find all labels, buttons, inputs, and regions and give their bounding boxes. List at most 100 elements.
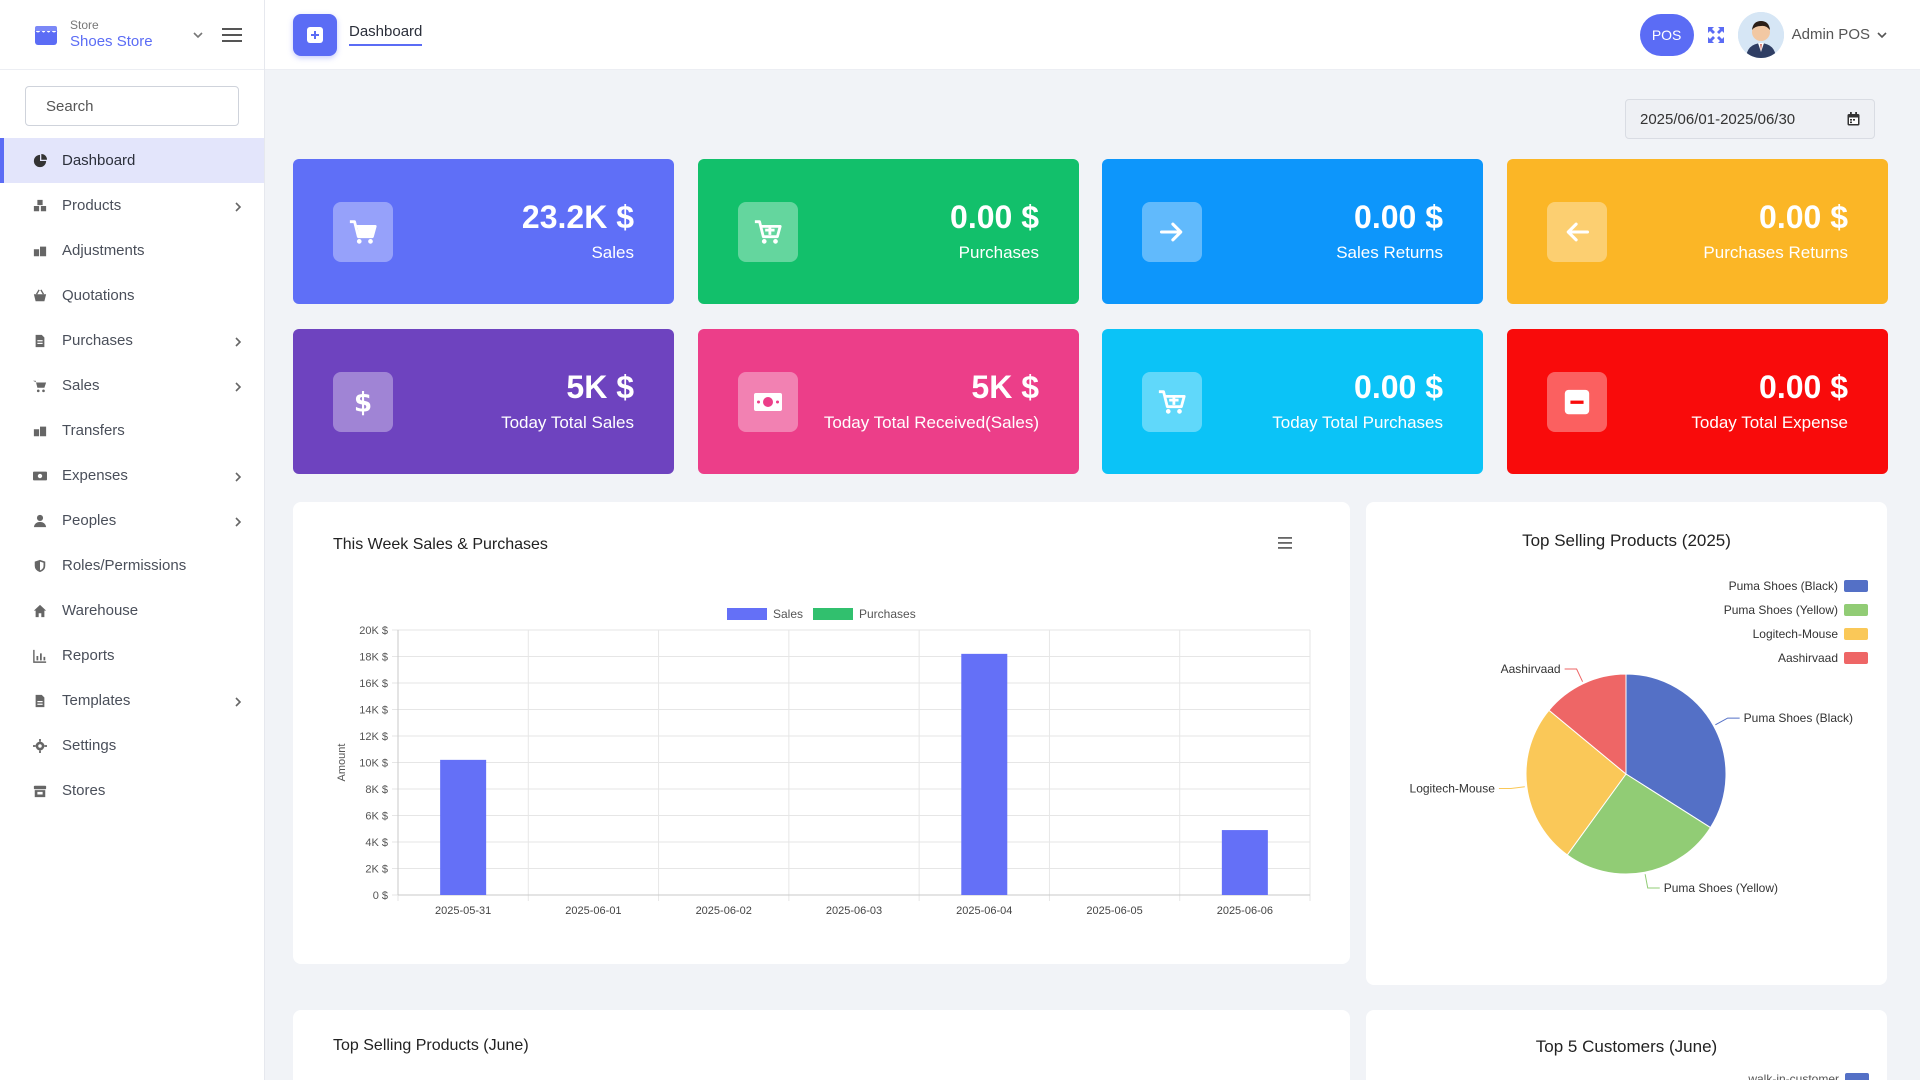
cart-icon xyxy=(32,378,48,394)
sidebar-item-adjustments[interactable]: Adjustments xyxy=(0,228,264,273)
store-icon xyxy=(32,783,48,799)
pie-legend-swatch xyxy=(1844,652,1868,664)
fullscreen-icon[interactable] xyxy=(1706,25,1726,45)
sidebar-item-label: Adjustments xyxy=(62,242,145,259)
stat-card-purchases[interactable]: 0.00 $ Purchases xyxy=(698,159,1079,304)
dashboard-button[interactable] xyxy=(293,13,337,56)
sidebar-item-products[interactable]: Products xyxy=(0,183,264,228)
chart-menu-icon[interactable] xyxy=(1278,536,1294,550)
pie-slice-label: Puma Shoes (Yellow) xyxy=(1664,881,1778,895)
stat-card-purchases-returns[interactable]: 0.00 $ Purchases Returns xyxy=(1507,159,1888,304)
sidebar-item-transfers[interactable]: Transfers xyxy=(0,408,264,453)
calendar-icon xyxy=(1847,112,1860,126)
customer-legend-item[interactable]: walk-in-customer xyxy=(1748,1072,1869,1080)
avatar[interactable] xyxy=(1737,11,1784,58)
pie-legend-swatch xyxy=(1844,628,1868,640)
pie-label-line xyxy=(1564,668,1584,682)
sidebar-item-label: Settings xyxy=(62,737,117,754)
x-tick-label: 2025-06-06 xyxy=(1217,905,1273,917)
stat-label: Purchases xyxy=(958,243,1039,263)
legend-swatch xyxy=(1845,1073,1869,1080)
week-chart-panel: This Week Sales & Purchases 0 $ 2K $ 4K $ 6… xyxy=(293,502,1350,964)
stat-card-today-total-received-sales[interactable]: 5K $ Today Total Received(Sales) xyxy=(698,329,1079,474)
chevron-down-icon[interactable] xyxy=(192,29,204,41)
stat-card-sales-returns[interactable]: 0.00 $ Sales Returns xyxy=(1102,159,1483,304)
pie-label-line xyxy=(1644,874,1660,889)
stat-value: 0.00 $ xyxy=(1759,368,1848,405)
chevron-right-icon xyxy=(232,695,244,707)
date-range-picker[interactable]: 2025/06/01-2025/06/30 xyxy=(1625,99,1875,139)
sidebar-item-roles-permissions[interactable]: Roles/Permissions xyxy=(0,543,264,588)
store-name[interactable]: Store Shoes Store xyxy=(70,17,192,50)
y-tick-label: 14K $ xyxy=(359,705,388,717)
stat-value: 0.00 $ xyxy=(1354,198,1443,235)
pie-slice-label: Logitech-Mouse xyxy=(1410,782,1496,796)
sidebar-item-peoples[interactable]: Peoples xyxy=(0,498,264,543)
x-tick-label: 2025-06-03 xyxy=(826,905,882,917)
pie-legend-label: Aashirvaad xyxy=(1778,651,1838,665)
tab-dashboard[interactable]: Dashboard xyxy=(349,23,423,46)
chevron-right-icon xyxy=(232,380,244,392)
sidebar-item-expenses[interactable]: Expenses xyxy=(0,453,264,498)
sidebar-item-purchases[interactable]: Purchases xyxy=(0,318,264,363)
pos-button[interactable]: POS xyxy=(1639,13,1694,56)
sidebar-item-label: Stores xyxy=(62,782,106,799)
stat-label: Sales xyxy=(591,243,634,263)
sidebar-item-quotations[interactable]: Quotations xyxy=(0,273,264,318)
cart-plus-icon xyxy=(1142,371,1202,432)
plus-square-icon xyxy=(307,26,323,43)
y-tick-label: 6K $ xyxy=(365,811,388,823)
pie-legend-swatch xyxy=(1844,580,1868,592)
chevron-down-icon[interactable] xyxy=(1876,29,1888,41)
pie-slice-puma-shoes-black xyxy=(1625,673,1727,829)
stat-card-sales[interactable]: 23.2K $ Sales xyxy=(293,159,674,304)
legend-label: Sales xyxy=(773,607,803,621)
stat-label: Purchases Returns xyxy=(1703,243,1848,263)
pie-legend-label: Puma Shoes (Black) xyxy=(1729,579,1838,593)
x-tick-label: 2025-06-04 xyxy=(956,905,1012,917)
y-tick-label: 18K $ xyxy=(359,652,388,664)
y-tick-label: 16K $ xyxy=(359,678,388,690)
sidebar-item-label: Templates xyxy=(62,692,131,709)
search-input[interactable] xyxy=(46,97,226,115)
stat-value: 23.2K $ xyxy=(521,198,634,235)
user-name[interactable]: Admin POS xyxy=(1791,26,1870,43)
chevron-right-icon xyxy=(232,335,244,347)
sidebar-nav: Dashboard Products Adjustments Quotations Pu… xyxy=(0,138,264,813)
dollar-icon: $ xyxy=(333,371,393,432)
y-tick-label: 8K $ xyxy=(365,784,388,796)
stat-value: 0.00 $ xyxy=(1354,368,1443,405)
customer-legend-label: walk-in-customer xyxy=(1748,1072,1839,1080)
sidebar-item-reports[interactable]: Reports xyxy=(0,633,264,678)
pie-legend-label: Puma Shoes (Yellow) xyxy=(1724,603,1838,617)
sidebar-item-dashboard[interactable]: Dashboard xyxy=(0,138,264,183)
stat-card-today-total-sales[interactable]: $5K $ Today Total Sales xyxy=(293,329,674,474)
pie-slice-aashirvaad xyxy=(1548,673,1627,776)
sidebar-item-label: Sales xyxy=(62,377,100,394)
top-products-month-panel: Top Selling Products (June) xyxy=(293,1010,1350,1080)
y-tick-label: 4K $ xyxy=(365,837,388,849)
stat-card-today-total-purchases[interactable]: 0.00 $ Today Total Purchases xyxy=(1102,329,1483,474)
stat-card-today-total-expense[interactable]: 0.00 $ Today Total Expense xyxy=(1507,329,1888,474)
sidebar-item-warehouse[interactable]: Warehouse xyxy=(0,588,264,633)
gear-icon xyxy=(32,738,48,754)
sidebar-item-templates[interactable]: Templates xyxy=(0,678,264,723)
minus-square-icon xyxy=(1547,371,1607,432)
svg-text:$: $ xyxy=(354,388,372,417)
transfer-icon xyxy=(32,423,48,439)
sidebar-item-settings[interactable]: Settings xyxy=(0,723,264,768)
money-icon xyxy=(32,468,48,484)
store-label: Store xyxy=(70,17,99,32)
sidebar-item-label: Warehouse xyxy=(62,602,139,619)
bar-sales-2025-06-04 xyxy=(961,653,1008,895)
sidebar-item-sales[interactable]: Sales xyxy=(0,363,264,408)
sidebar-item-stores[interactable]: Stores xyxy=(0,768,264,813)
chevron-right-icon xyxy=(232,515,244,527)
sidebar-search[interactable] xyxy=(25,86,239,126)
legend-label: Purchases xyxy=(859,607,916,621)
pie-legend-swatch xyxy=(1844,604,1868,616)
file-invoice-icon xyxy=(32,333,48,349)
hamburger-menu-icon[interactable] xyxy=(222,27,242,43)
stat-value: 5K $ xyxy=(971,368,1039,405)
bar-sales-2025-05-31 xyxy=(440,759,487,895)
